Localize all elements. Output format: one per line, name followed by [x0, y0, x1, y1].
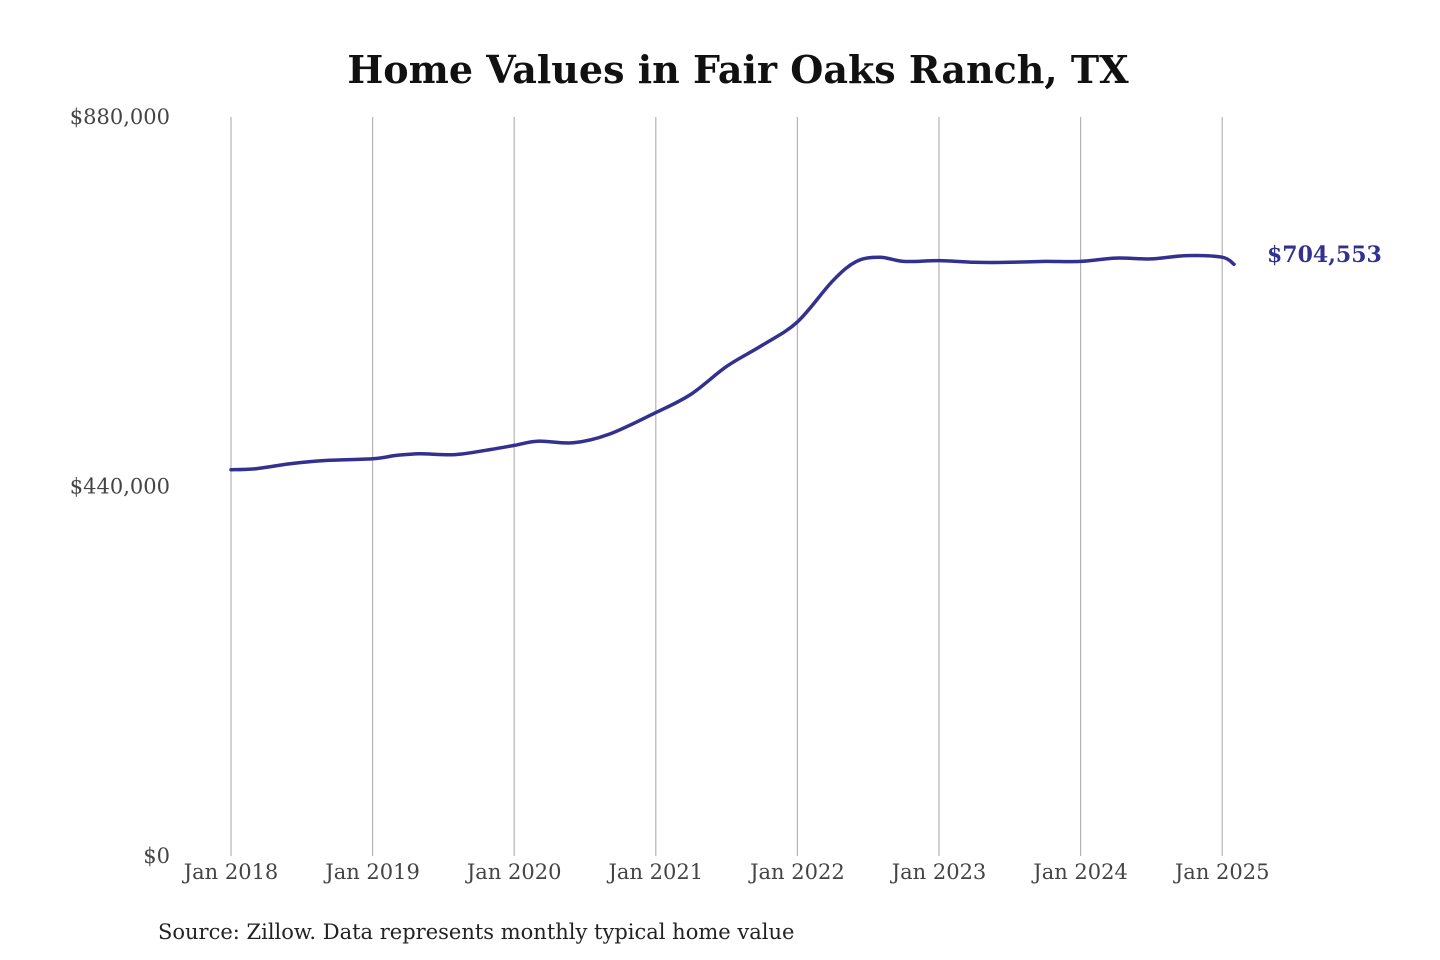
- x-tick-label: Jan 2022: [748, 860, 845, 884]
- y-tick-label: $440,000: [70, 475, 170, 499]
- x-tick-label: Jan 2019: [323, 860, 420, 884]
- x-tick-label: Jan 2021: [607, 860, 704, 884]
- end-value-label: $704,553: [1267, 242, 1382, 268]
- y-tick-label: $880,000: [70, 105, 170, 129]
- y-axis-ticks: $0 $440,000 $880,000: [70, 105, 170, 868]
- x-tick-label: Jan 2025: [1173, 860, 1270, 884]
- gridlines: [230, 117, 1223, 856]
- y-tick-label: $0: [143, 844, 170, 868]
- x-tick-label: Jan 2023: [890, 860, 987, 884]
- x-tick-label: Jan 2024: [1031, 860, 1128, 884]
- source-note: Source: Zillow. Data represents monthly …: [158, 920, 794, 944]
- x-tick-label: Jan 2020: [465, 860, 562, 884]
- x-tick-label: Jan 2018: [182, 860, 279, 884]
- x-axis-ticks: Jan 2018 Jan 2019 Jan 2020 Jan 2021 Jan 2022…: [182, 860, 1270, 884]
- chart-title: Home Values in Fair Oaks Ranch, TX: [347, 47, 1129, 92]
- series-line-home-value: [229, 253, 1236, 472]
